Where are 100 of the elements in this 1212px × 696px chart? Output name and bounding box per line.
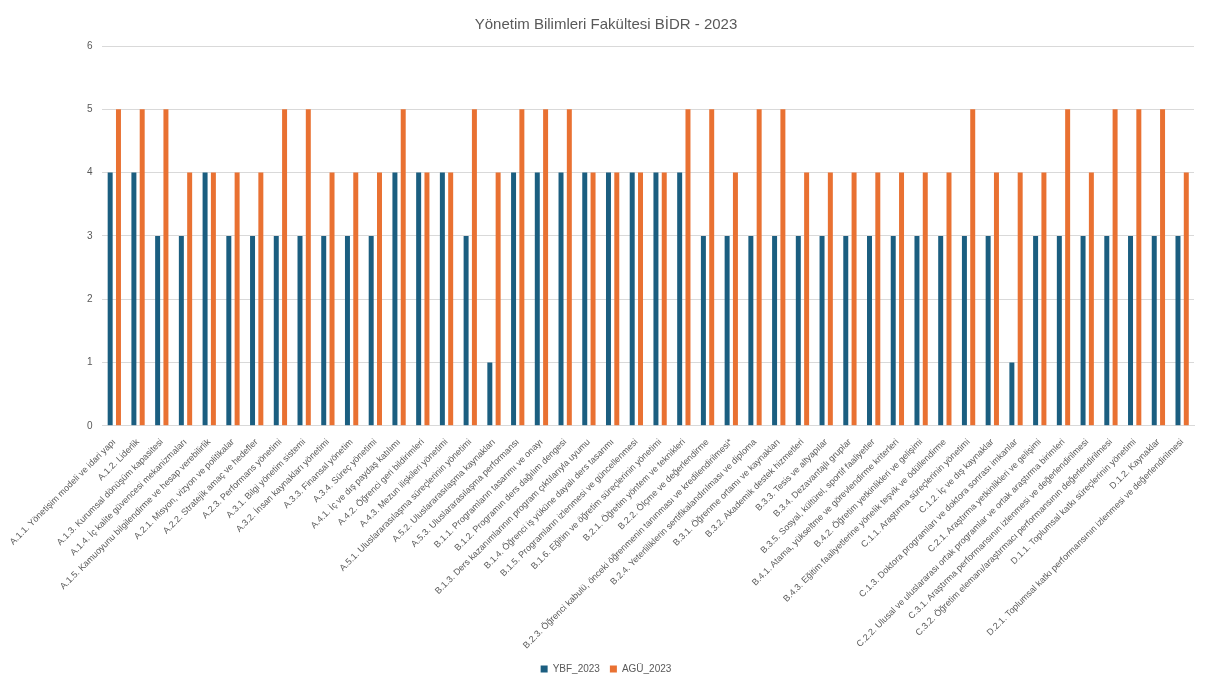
bar xyxy=(377,172,382,426)
bar xyxy=(1017,172,1023,426)
chart-title: Yönetim Bilimleri Fakültesi BİDR - 2023 xyxy=(474,15,738,33)
bar xyxy=(827,172,833,426)
bar xyxy=(724,235,730,426)
bar xyxy=(107,172,113,426)
bar xyxy=(519,109,525,426)
bar xyxy=(131,172,137,426)
bar xyxy=(993,172,999,426)
bar xyxy=(353,172,359,426)
bar xyxy=(661,172,667,426)
bar xyxy=(890,235,896,426)
bar xyxy=(258,172,264,426)
bar xyxy=(1128,235,1134,426)
bar xyxy=(234,172,240,426)
bar xyxy=(1009,362,1015,426)
bar xyxy=(1041,172,1047,426)
bar xyxy=(163,109,169,426)
bar xyxy=(772,235,778,426)
bar xyxy=(463,235,469,426)
y-tick-label: 4 xyxy=(86,166,93,178)
y-tick-label: 1 xyxy=(86,356,93,368)
bar xyxy=(1112,109,1118,426)
bar xyxy=(1136,109,1142,426)
bar xyxy=(487,362,493,426)
bar xyxy=(795,235,801,426)
bar xyxy=(732,172,738,426)
bar xyxy=(543,109,549,426)
bar xyxy=(582,172,588,426)
bar xyxy=(756,109,762,426)
y-tick-label: 2 xyxy=(86,292,93,304)
bar xyxy=(392,172,398,426)
bar xyxy=(899,172,905,426)
bar xyxy=(590,172,596,426)
bar xyxy=(985,235,991,426)
bar xyxy=(614,172,620,426)
bar xyxy=(566,109,572,426)
bar xyxy=(970,109,976,426)
bar xyxy=(638,172,644,426)
bar xyxy=(495,172,501,426)
bar xyxy=(344,235,350,426)
bar xyxy=(1056,235,1062,426)
bar xyxy=(368,235,374,426)
bar xyxy=(605,172,611,426)
bar xyxy=(1065,109,1071,426)
bar xyxy=(250,235,256,426)
bar xyxy=(938,235,944,426)
bar xyxy=(139,109,145,426)
bar xyxy=(558,172,564,426)
bar xyxy=(914,235,920,426)
bar xyxy=(400,109,406,426)
bar xyxy=(709,109,715,426)
bar xyxy=(1104,235,1110,426)
bar xyxy=(534,172,540,426)
bar xyxy=(210,172,216,426)
bar xyxy=(471,109,477,426)
bar xyxy=(321,235,327,426)
y-tick-label: 0 xyxy=(86,419,93,431)
bar xyxy=(1033,235,1039,426)
bar xyxy=(439,172,445,426)
y-tick-label: 5 xyxy=(86,103,93,115)
bar xyxy=(1080,235,1086,426)
bar xyxy=(178,235,184,426)
bar xyxy=(1160,109,1166,426)
bar xyxy=(653,172,659,426)
bar xyxy=(448,172,454,426)
bar xyxy=(748,235,754,426)
bar xyxy=(273,235,279,426)
bar xyxy=(115,109,121,426)
bar xyxy=(922,172,928,426)
bar xyxy=(867,235,872,426)
legend-label: YBF_2023 xyxy=(552,662,601,674)
bar xyxy=(202,172,208,426)
bar xyxy=(780,109,786,426)
bar xyxy=(1088,172,1094,426)
bar xyxy=(851,172,857,426)
bar xyxy=(305,109,311,426)
bar xyxy=(282,109,288,426)
bar xyxy=(629,172,635,426)
bar xyxy=(875,172,881,426)
bar xyxy=(187,172,193,426)
bar xyxy=(329,172,335,426)
bar xyxy=(155,235,161,426)
bar xyxy=(843,235,849,426)
legend-label: AGÜ_2023 xyxy=(621,662,672,674)
bar xyxy=(1151,235,1157,426)
y-tick-label: 3 xyxy=(86,229,93,241)
bar xyxy=(416,172,422,426)
bar xyxy=(961,235,967,426)
bar xyxy=(511,172,517,426)
bar xyxy=(1175,235,1181,426)
bar xyxy=(1183,172,1189,426)
bar xyxy=(685,109,691,426)
bar xyxy=(804,172,810,426)
bar xyxy=(424,172,430,426)
bar xyxy=(700,235,706,426)
bar xyxy=(677,172,683,426)
bar xyxy=(819,235,825,426)
bar xyxy=(226,235,232,426)
y-tick-label: 6 xyxy=(86,39,93,51)
